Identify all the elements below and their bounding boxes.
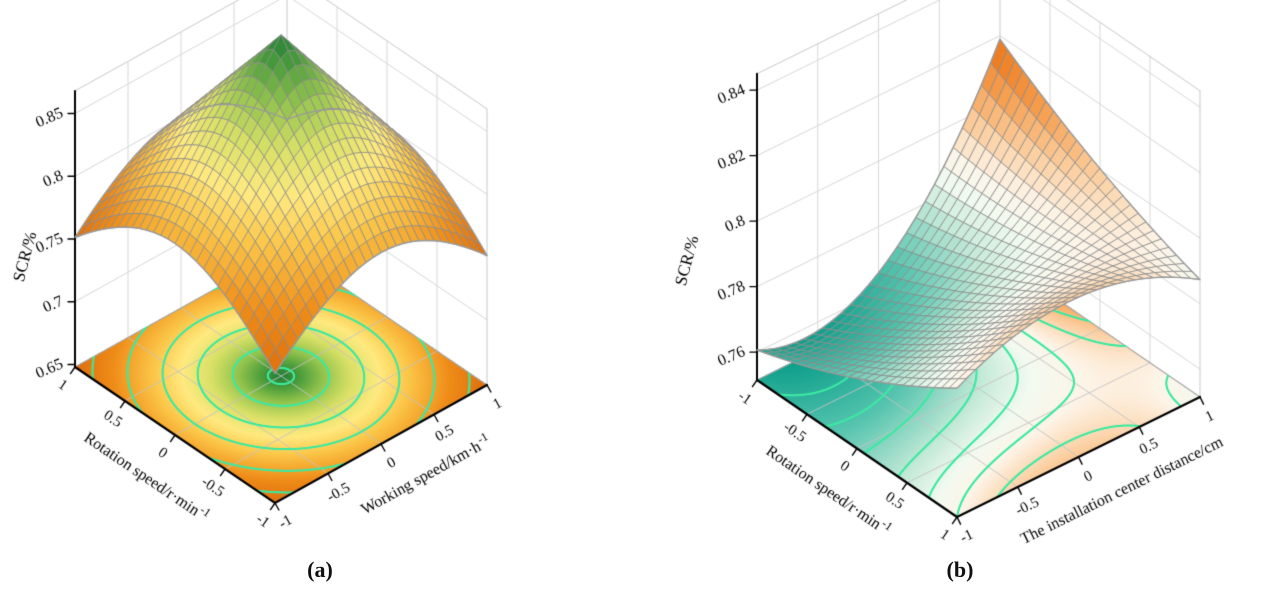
caption-row: (a) (b)	[0, 555, 1280, 604]
caption-b: (b)	[946, 557, 974, 582]
surface-plots-canvas	[0, 0, 1280, 555]
caption-a: (a)	[307, 557, 333, 582]
